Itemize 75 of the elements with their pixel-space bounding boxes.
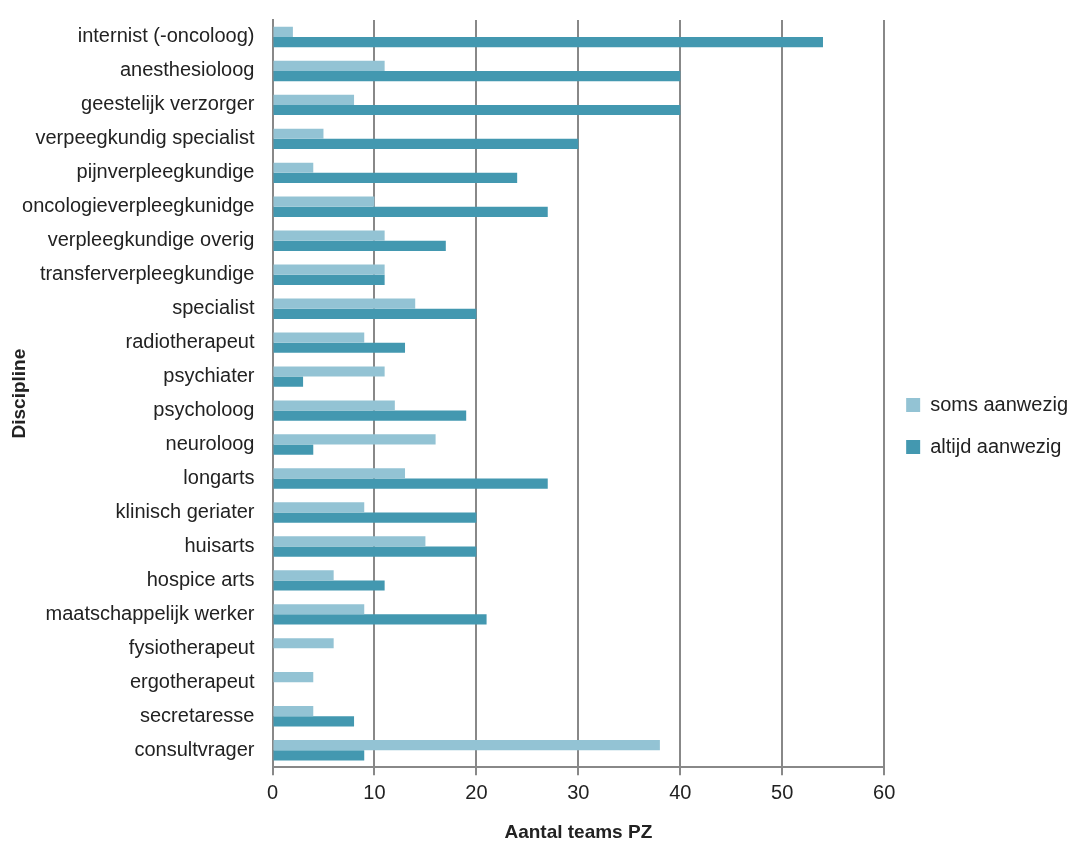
y-tick-label: anesthesioloog bbox=[119, 58, 255, 81]
bar bbox=[273, 196, 375, 207]
y-tick-label: geestelijk verzorger bbox=[81, 92, 255, 115]
bar bbox=[273, 274, 385, 285]
bar bbox=[273, 740, 660, 751]
y-tick-label: pijnverpleegkundige bbox=[76, 160, 255, 183]
x-tick-label: 10 bbox=[363, 780, 386, 803]
bar bbox=[273, 36, 823, 48]
bar bbox=[273, 672, 314, 683]
bar bbox=[273, 478, 548, 489]
bar bbox=[273, 546, 477, 557]
bar bbox=[273, 512, 477, 523]
x-tick-label: 50 bbox=[771, 780, 794, 803]
bar bbox=[273, 502, 365, 513]
y-tick-label: hospice arts bbox=[146, 567, 255, 590]
legend-label: soms aanwezig bbox=[930, 392, 1068, 415]
bar bbox=[273, 332, 365, 343]
bar bbox=[273, 434, 436, 445]
y-tick-label: neuroloog bbox=[165, 432, 255, 455]
bar bbox=[273, 366, 385, 377]
y-tick-label: fysiotherapeut bbox=[128, 635, 255, 658]
bar bbox=[273, 342, 406, 353]
bar bbox=[273, 570, 334, 581]
y-tick-label: consultvrager bbox=[134, 737, 255, 760]
x-tick-label: 40 bbox=[669, 780, 692, 803]
legend-label: altijd aanwezig bbox=[930, 434, 1062, 457]
y-tick-label: specialist bbox=[172, 296, 255, 319]
x-tick-label: 0 bbox=[266, 780, 279, 803]
y-tick-label: ergotherapeut bbox=[129, 669, 255, 692]
bar bbox=[273, 26, 293, 37]
y-axis-title: Discipline bbox=[7, 348, 29, 439]
bar bbox=[273, 308, 477, 319]
y-tick-label: internist (-oncoloog) bbox=[77, 24, 255, 47]
bar bbox=[273, 716, 355, 727]
x-tick-label: 20 bbox=[465, 780, 488, 803]
y-tick-label: longarts bbox=[183, 466, 255, 489]
y-tick-label: oncologieverpleegkunidge bbox=[22, 194, 255, 217]
x-tick-label: 30 bbox=[567, 780, 590, 803]
bar bbox=[273, 580, 385, 591]
bar bbox=[273, 172, 518, 184]
y-tick-label: psychiater bbox=[163, 364, 255, 387]
bar bbox=[273, 410, 467, 421]
y-tick-label: radiotherapeut bbox=[125, 330, 255, 353]
bar bbox=[273, 128, 324, 139]
bar bbox=[273, 240, 446, 251]
y-tick-label: klinisch geriater bbox=[115, 499, 255, 522]
bar bbox=[273, 706, 314, 717]
y-tick-label: verpeegkundig specialist bbox=[35, 126, 255, 149]
bar bbox=[273, 536, 426, 547]
y-tick-label: psycholoog bbox=[153, 398, 255, 421]
bar bbox=[273, 604, 365, 615]
x-axis-title: Aantal teams PZ bbox=[504, 820, 653, 842]
bar bbox=[273, 614, 487, 625]
bar bbox=[273, 264, 385, 275]
bar bbox=[273, 444, 314, 455]
y-tick-label: maatschappelijk werker bbox=[45, 601, 255, 624]
x-tick-label: 60 bbox=[873, 780, 896, 803]
bar bbox=[273, 468, 406, 479]
bar bbox=[273, 230, 385, 241]
bar bbox=[273, 638, 334, 649]
y-tick-label: huisarts bbox=[184, 533, 255, 556]
y-tick-label: secretaresse bbox=[140, 703, 255, 726]
bar bbox=[273, 400, 395, 411]
bar bbox=[273, 70, 681, 82]
bar bbox=[273, 138, 579, 150]
bar bbox=[273, 298, 416, 309]
bar bbox=[273, 104, 681, 116]
y-tick-label: verpleegkundige overig bbox=[47, 228, 255, 251]
bar bbox=[273, 206, 548, 217]
y-tick-label: transferverpleegkundige bbox=[39, 262, 255, 285]
bar bbox=[273, 60, 385, 71]
bar bbox=[273, 94, 355, 105]
bar bbox=[273, 750, 365, 761]
bar bbox=[273, 376, 304, 387]
bar bbox=[273, 162, 314, 173]
